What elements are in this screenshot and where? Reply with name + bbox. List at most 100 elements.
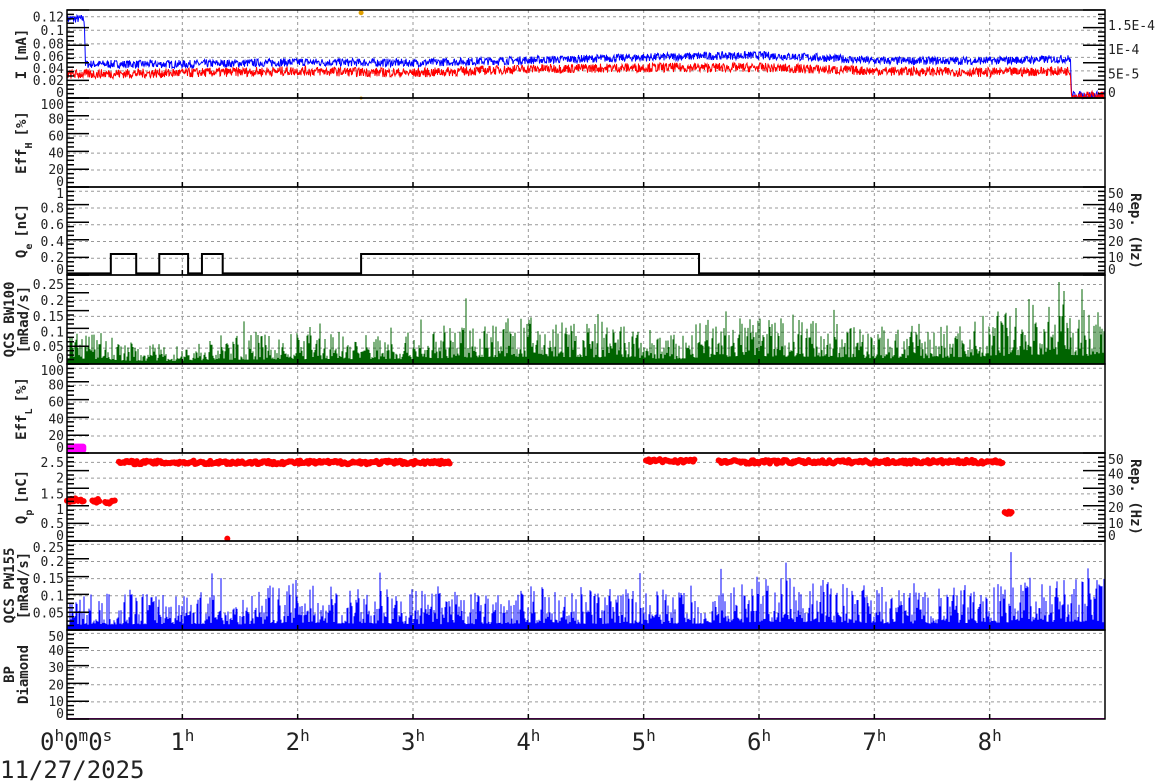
panel-frame	[66, 629, 1106, 720]
panel-7-data	[66, 552, 1106, 630]
y-tick-label: 0.2	[41, 294, 64, 309]
right-tick-label: 10	[1108, 517, 1124, 532]
y-tick-label: 0.4	[41, 235, 65, 250]
right-tick-label: 1.5E-4	[1108, 19, 1155, 34]
y-tick-label: 0.8	[41, 201, 64, 216]
date-label: 11/27/2025	[0, 756, 145, 782]
right-tick-label: 30	[1108, 218, 1124, 233]
y-tick-label: 0.25	[33, 278, 64, 293]
qp-point	[111, 497, 118, 504]
panel-1-data	[66, 10, 1106, 100]
eff-l-blob	[67, 443, 87, 453]
y-tick-label: 0.25	[33, 541, 64, 556]
y-axis-label: Qp[nC]	[14, 470, 35, 524]
y-tick-label: 0.04	[33, 62, 64, 77]
panel-frame	[66, 97, 1106, 188]
qp-point	[691, 456, 698, 463]
y-tick-label: 0.05	[33, 606, 64, 621]
panel-4: 00.050.10.150.20.25 QCS BW100[mRad/s]	[2, 274, 1106, 367]
x-tick-label: 8h	[978, 726, 1002, 757]
x-tick-label: 1h	[170, 726, 194, 757]
y-axis-label: BP	[2, 666, 18, 683]
y-tick-label: 0.1	[41, 326, 64, 341]
qp-point	[1008, 509, 1015, 516]
y-tick-label: 20	[48, 429, 64, 444]
right-tick-label: 1E-4	[1108, 43, 1139, 58]
y-tick-label: 0	[56, 175, 64, 190]
y-tick-label: 0.2	[41, 251, 64, 266]
y-tick-label: 2.5	[41, 456, 64, 471]
x-axis: 0h0m0s 1h 2h 3h 4h 5h 6h 7h 8h	[40, 726, 1002, 757]
panel-4-data	[66, 281, 1106, 364]
y-tick-label: 20	[48, 163, 64, 178]
y-tick-label: 0	[56, 352, 64, 367]
y-tick-label: 0.1	[41, 24, 64, 39]
y-axis-label-2: [mRad/s]	[16, 286, 32, 353]
y-tick-label: 50	[48, 630, 64, 645]
x-tick-label: 0h0m0s	[40, 726, 112, 757]
y-tick-label: 0.15	[33, 310, 64, 325]
qp-point	[446, 460, 453, 467]
right-tick-label: 0	[1108, 529, 1116, 544]
series-line-2	[66, 61, 1105, 100]
y-tick-label: 100	[41, 364, 64, 379]
y-tick-label: 0.15	[33, 572, 64, 587]
panel-5-data	[67, 443, 87, 453]
y-tick-label: 0	[56, 86, 64, 101]
y-tick-label: 0	[56, 529, 64, 544]
y-tick-label: 0.02	[33, 74, 64, 89]
y-tick-label: 0.05	[33, 340, 64, 355]
y-tick-label: 0.5	[41, 517, 64, 532]
right-tick-label: 40	[1108, 467, 1124, 482]
right-tick-label: 10	[1108, 251, 1124, 266]
y-tick-label: 0.6	[41, 218, 64, 233]
y-axis-label-2: [mRad/s]	[16, 552, 32, 619]
y-tick-label: 0	[56, 707, 64, 722]
qp-point	[80, 498, 87, 505]
panel-1: 00.020.040.060.080.10.12I [mA]05E-51E-41…	[14, 9, 1155, 101]
y-tick-label: 0	[56, 263, 64, 278]
right-tick-label: 40	[1108, 201, 1124, 216]
y-axis-label: I [mA]	[14, 29, 30, 80]
qp-point	[96, 498, 103, 505]
x-tick-label: 5h	[632, 726, 656, 757]
y-tick-label: 100	[41, 98, 64, 113]
y-tick-label: 80	[48, 379, 64, 394]
y-axis-label-2: Diamond	[16, 645, 32, 704]
y-tick-label: 80	[48, 113, 64, 128]
y-tick-label: 60	[48, 396, 64, 411]
panel-3-data	[67, 253, 1105, 275]
y-axis-label: EffH[%]	[14, 111, 35, 174]
y-tick-label: 0.06	[33, 50, 64, 65]
y-tick-label: 1.5	[41, 487, 64, 502]
right-axis-label: Rep. (Hz)	[1127, 459, 1143, 535]
right-tick-label: 30	[1108, 484, 1124, 499]
x-tick-label: 3h	[401, 726, 425, 757]
y-tick-label: 1	[56, 503, 64, 518]
right-tick-label: 50	[1108, 187, 1124, 202]
y-tick-label: 40	[48, 413, 64, 428]
panel-frame	[66, 363, 1106, 454]
y-axis-label: QCS PW155	[2, 548, 18, 624]
series-line-1	[66, 13, 1106, 100]
y-axis-label: Qe[nC]	[14, 204, 35, 258]
y-tick-label: 40	[48, 147, 64, 162]
y-tick-label: 0.2	[41, 555, 64, 570]
bar-series	[66, 281, 1106, 364]
qp-point	[224, 535, 231, 542]
right-tick-label: 20	[1108, 501, 1124, 516]
y-tick-label: 1	[56, 187, 64, 202]
y-axis-label: EffL[%]	[14, 377, 35, 440]
y-axis-label: QCS BW100	[2, 282, 18, 358]
y-tick-label: 60	[48, 130, 64, 145]
x-tick-label: 6h	[747, 726, 771, 757]
qe-step-line	[67, 253, 1105, 275]
panel-frame	[66, 452, 1106, 542]
panel-7: 0.05 0.1 0.15 0.20.25 QCS PW155[mRad/s]	[2, 540, 1106, 631]
right-tick-label: 0	[1108, 263, 1116, 278]
